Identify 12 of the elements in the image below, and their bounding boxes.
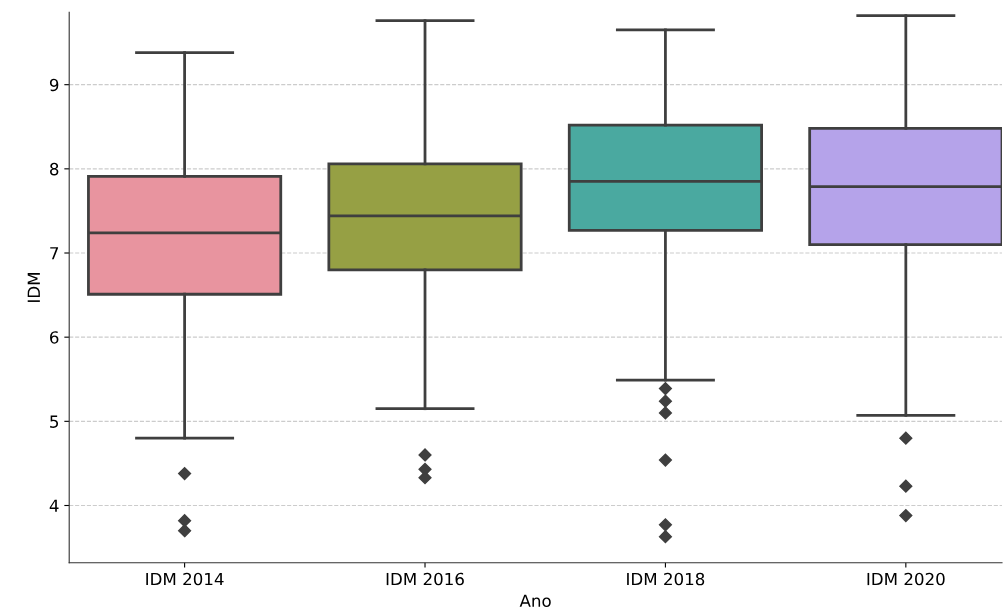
x-tick-label: IDM 2014 [146, 572, 224, 586]
x-tick-label: IDM 2018 [627, 572, 705, 586]
x-tick-label: IDM 2016 [386, 572, 464, 586]
y-tick-label: 8 [50, 162, 59, 176]
y-tick-label: 5 [50, 415, 59, 428]
y-tick-label: 7 [50, 247, 59, 260]
y-axis-title: IDM [27, 273, 40, 302]
x-axis-title: Ano [519, 594, 551, 608]
y-tick-label: 9 [49, 78, 59, 92]
y-tick-label: 4 [49, 499, 59, 512]
x-tick-label: IDM 2020 [867, 572, 945, 586]
y-tick-label: 6 [50, 331, 59, 344]
